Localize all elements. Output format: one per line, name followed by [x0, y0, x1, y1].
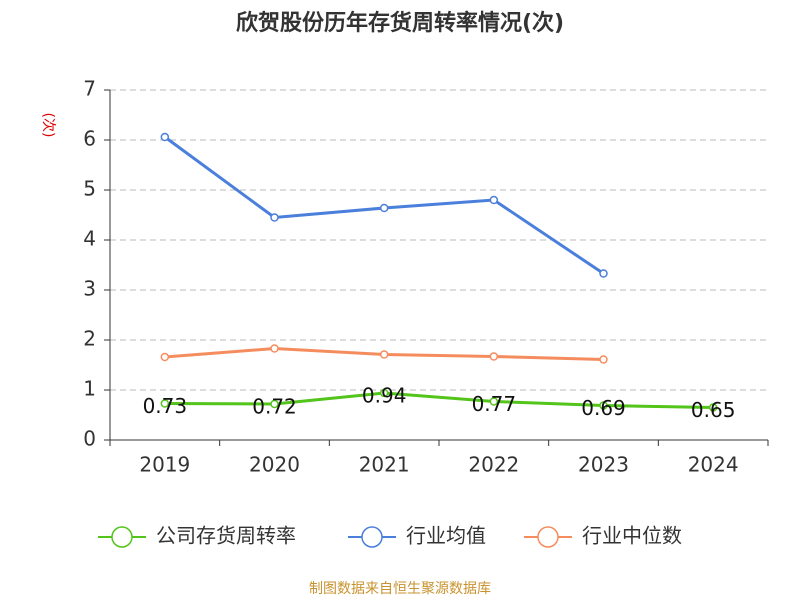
- data-label: 0.65: [691, 398, 736, 422]
- y-tick-label: 4: [83, 227, 96, 251]
- y-tick-label: 2: [83, 327, 96, 351]
- data-point: [379, 350, 389, 359]
- legend-label: 行业均值: [406, 524, 486, 548]
- data-label: 0.77: [472, 392, 517, 416]
- legend-label: 公司存货周转率: [156, 524, 296, 548]
- x-tick-label: 2020: [249, 453, 300, 477]
- data-point: [160, 352, 170, 362]
- y-tick-label: 5: [83, 177, 96, 201]
- data-point: [270, 399, 279, 409]
- data-point: [379, 203, 389, 213]
- legend-marker: [111, 526, 133, 548]
- y-tick-label: 0: [83, 427, 96, 451]
- series-line: [164, 391, 714, 409]
- x-tick-label: 2021: [359, 453, 410, 477]
- data-point: [160, 132, 170, 142]
- data-point: [270, 213, 279, 222]
- y-tick-label: 7: [83, 77, 96, 101]
- x-tick-label: 2022: [468, 453, 519, 477]
- data-label: 0.69: [581, 396, 626, 420]
- data-point: [379, 388, 389, 398]
- data-point: [599, 355, 608, 364]
- legend-label: 行业中位数: [582, 524, 682, 548]
- data-point: [708, 403, 718, 412]
- x-tick-label: 2019: [139, 453, 190, 477]
- legend-marker: [537, 526, 559, 548]
- data-point: [160, 399, 170, 408]
- data-point: [489, 195, 499, 205]
- data-point: [599, 269, 608, 278]
- data-point: [599, 401, 608, 410]
- data-point: [270, 344, 279, 353]
- source-note: 制图数据来自恒生聚源数据库: [309, 581, 491, 597]
- x-tick-label: 2024: [688, 453, 739, 477]
- y-tick-label: 1: [83, 377, 96, 401]
- y-tick-label: 3: [83, 277, 96, 301]
- data-label: 0.73: [143, 394, 188, 418]
- x-tick-label: 2023: [578, 453, 629, 477]
- chart-title: 欣贺股份历年存货周转率情况(次): [236, 10, 564, 36]
- data-point: [489, 352, 499, 361]
- data-label: 0.94: [362, 384, 407, 408]
- y-tick-label: 6: [83, 127, 96, 151]
- y-axis-label: (次): [40, 113, 56, 138]
- legend-marker: [361, 526, 383, 548]
- data-point: [489, 397, 499, 406]
- data-label: 0.72: [252, 395, 297, 419]
